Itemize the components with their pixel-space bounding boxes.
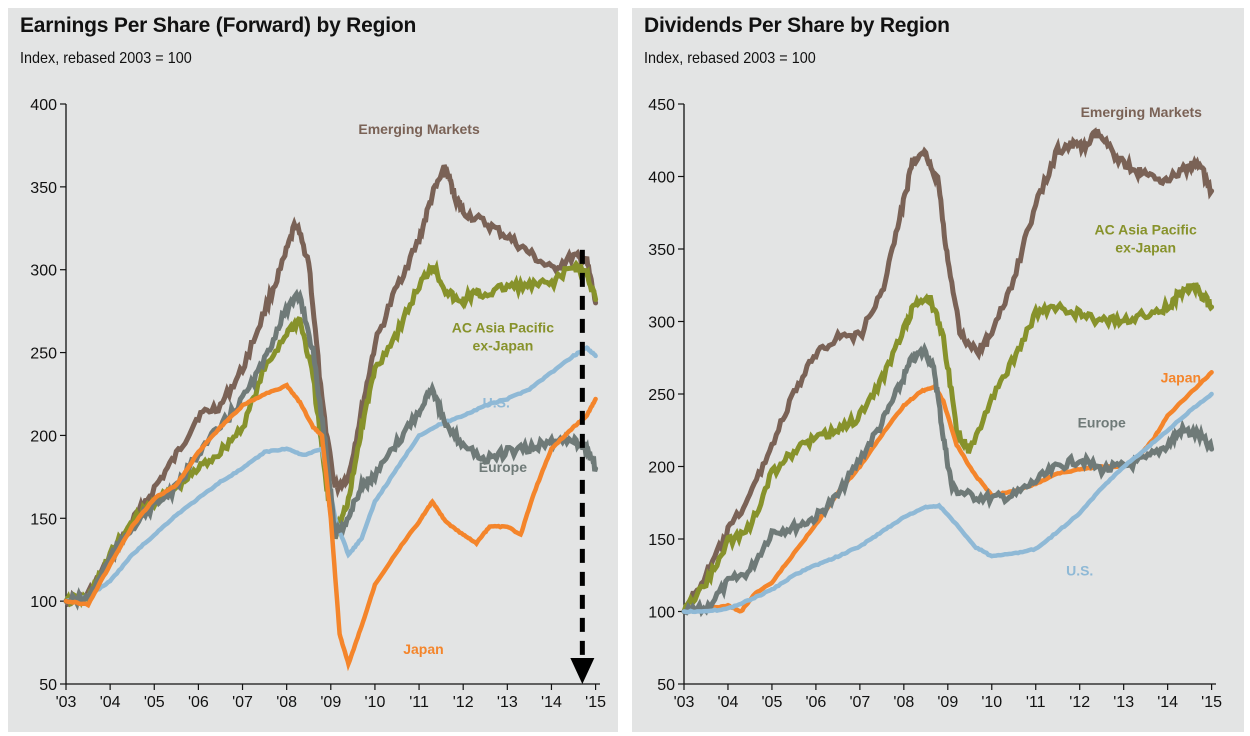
y-tick-label: 100 bbox=[30, 594, 57, 611]
series-label: Europe bbox=[479, 459, 527, 475]
series-label: Emerging Markets bbox=[358, 121, 480, 137]
y-tick-label: 300 bbox=[648, 315, 675, 332]
dps-line-chart: 50 100 150 200 250 300 350 400 450 '03 '04 '05 '06 '0… bbox=[648, 97, 1222, 711]
series-line-u-s- bbox=[63, 345, 598, 604]
x-tick-label: '06 bbox=[188, 694, 209, 711]
x-tick-label: '12 bbox=[1069, 694, 1090, 711]
x-tick-label: '10 bbox=[364, 694, 385, 711]
series-label: Europe bbox=[1078, 414, 1126, 430]
chart-subtitle: Index, rebased 2003 = 100 bbox=[644, 50, 816, 67]
series-line-ac-asia-pacific-ex-japan bbox=[681, 282, 1215, 614]
series-line-emerging-markets bbox=[63, 164, 599, 609]
y-tick-label: 200 bbox=[648, 460, 675, 477]
x-tick-label: '15 bbox=[585, 694, 606, 711]
x-tick-label: '15 bbox=[1201, 694, 1222, 711]
y-tick-label: 150 bbox=[30, 511, 57, 528]
x-tick-label: '04 bbox=[100, 694, 121, 711]
y-tick-label: 350 bbox=[30, 180, 57, 197]
series-label: AC Asia Pacific ex-Japan bbox=[1095, 222, 1197, 256]
x-tick-label: '07 bbox=[849, 694, 870, 711]
x-tick-label: '14 bbox=[541, 694, 562, 711]
x-tick-label: '03 bbox=[56, 694, 77, 711]
series-line-u-s- bbox=[681, 391, 1214, 615]
series-label: Emerging Markets bbox=[1081, 104, 1203, 120]
series-label: U.S. bbox=[483, 394, 510, 410]
series-line-japan bbox=[63, 382, 598, 672]
y-tick-label: 250 bbox=[30, 346, 57, 363]
series-line-europe bbox=[681, 341, 1215, 618]
y-tick-label: 350 bbox=[648, 242, 675, 259]
x-tick-label: '07 bbox=[232, 694, 253, 711]
x-tick-label: '08 bbox=[893, 694, 914, 711]
x-tick-label: '09 bbox=[320, 694, 341, 711]
x-tick-label: '10 bbox=[981, 694, 1002, 711]
y-tick-label: 400 bbox=[648, 170, 675, 187]
series-label: AC Asia Pacific ex-Japan bbox=[452, 320, 554, 354]
y-tick-label: 400 bbox=[30, 97, 57, 114]
x-tick-label: '04 bbox=[718, 694, 739, 711]
eps-line-chart: 50 100 150 200 250 300 350 400 '03 '04 '05 '06 '07 '0… bbox=[30, 97, 606, 711]
x-tick-label: '08 bbox=[276, 694, 297, 711]
dps-chart-panel: Dividends Per Share by Region Index, reb… bbox=[632, 8, 1244, 732]
x-tick-label: '05 bbox=[144, 694, 165, 711]
x-tick-label: '09 bbox=[937, 694, 958, 711]
y-tick-label: 450 bbox=[648, 97, 675, 114]
x-tick-label: '14 bbox=[1157, 694, 1178, 711]
x-tick-label: '11 bbox=[409, 694, 429, 711]
series-label: U.S. bbox=[1066, 562, 1093, 578]
y-tick-label: 300 bbox=[30, 263, 57, 280]
series-line-ac-asia-pacific-ex-japan bbox=[63, 259, 599, 609]
y-tick-label: 100 bbox=[648, 605, 675, 622]
series-line-emerging-markets bbox=[681, 127, 1215, 615]
series-line-europe bbox=[63, 288, 599, 611]
chart-title: Earnings Per Share (Forward) by Region bbox=[20, 14, 417, 37]
x-tick-label: '03 bbox=[674, 694, 695, 711]
x-tick-label: '11 bbox=[1026, 694, 1046, 711]
x-tick-label: '12 bbox=[453, 694, 474, 711]
series-label: Japan bbox=[1161, 369, 1201, 385]
y-tick-label: 50 bbox=[657, 677, 675, 694]
chart-subtitle: Index, rebased 2003 = 100 bbox=[20, 50, 192, 67]
y-tick-label: 200 bbox=[30, 428, 57, 445]
series-label: Japan bbox=[403, 641, 443, 657]
arrow-head-icon bbox=[570, 658, 595, 684]
y-tick-label: 150 bbox=[648, 532, 675, 549]
y-tick-label: 250 bbox=[648, 387, 675, 404]
y-tick-label: 50 bbox=[39, 677, 57, 694]
x-tick-label: '05 bbox=[762, 694, 783, 711]
x-tick-label: '13 bbox=[497, 694, 518, 711]
chart-title: Dividends Per Share by Region bbox=[644, 14, 950, 37]
x-tick-label: '13 bbox=[1113, 694, 1134, 711]
eps-chart-panel: Earnings Per Share (Forward) by Region I… bbox=[8, 8, 618, 732]
x-tick-label: '06 bbox=[805, 694, 826, 711]
